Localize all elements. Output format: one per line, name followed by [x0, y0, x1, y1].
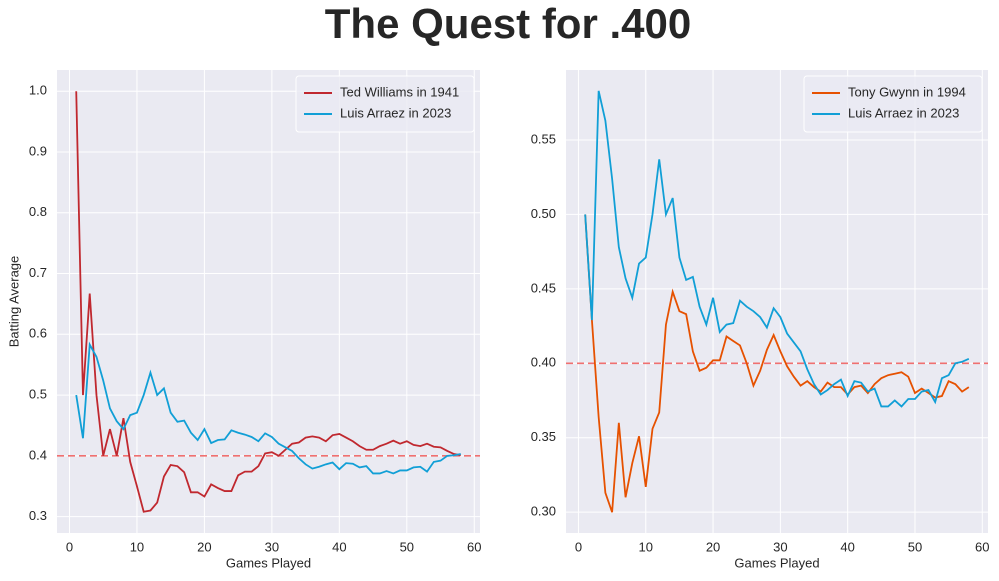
x-tick-label: 0	[66, 539, 73, 554]
legend-label: Luis Arraez in 2023	[848, 105, 959, 120]
y-tick-label: 0.45	[531, 280, 556, 295]
legend-box	[295, 75, 475, 133]
x-tick-label: 10	[130, 539, 144, 554]
y-tick-label: 0.55	[531, 131, 556, 146]
y-tick-label: 0.9	[29, 143, 47, 158]
x-tick-label: 20	[197, 539, 211, 554]
legend-label: Tony Gwynn in 1994	[848, 84, 966, 99]
x-tick-label: 40	[332, 539, 346, 554]
legend: Tony Gwynn in 1994 Luis Arraez in 2023	[803, 75, 983, 133]
y-tick-label: 0.4	[29, 447, 47, 462]
x-axis-label: Games Played	[734, 555, 819, 570]
x-tick-label: 50	[400, 539, 414, 554]
y-tick-label: 0.6	[29, 326, 47, 341]
y-tick-label: 0.7	[29, 265, 47, 280]
data-line	[584, 90, 970, 408]
legend-label: Ted Williams in 1941	[340, 84, 459, 99]
y-tick-label: 0.35	[531, 429, 556, 444]
y-axis-label: Batting Average	[6, 256, 21, 348]
data-line	[75, 341, 461, 475]
plot-area	[566, 70, 988, 533]
y-tick-label: 0.50	[531, 206, 556, 221]
x-tick-label: 50	[908, 539, 922, 554]
y-tick-label: 0.30	[531, 504, 556, 519]
x-tick-label: 60	[467, 539, 481, 554]
legend: Ted Williams in 1941 Luis Arraez in 2023	[295, 75, 475, 133]
data-line	[584, 214, 970, 513]
x-tick-label: 60	[975, 539, 989, 554]
x-tick-label: 20	[706, 539, 720, 554]
x-axis-label: Games Played	[226, 555, 311, 570]
x-tick-label: 40	[840, 539, 854, 554]
x-tick-label: 10	[639, 539, 653, 554]
legend-label: Luis Arraez in 2023	[340, 105, 451, 120]
x-tick-label: 30	[265, 539, 279, 554]
plot-area	[57, 70, 480, 533]
legend-box	[803, 75, 983, 133]
y-tick-label: 0.8	[29, 204, 47, 219]
y-tick-label: 1.0	[29, 83, 47, 98]
x-tick-label: 0	[575, 539, 582, 554]
y-tick-label: 0.3	[29, 508, 47, 523]
figure-title: The Quest for .400	[325, 0, 691, 47]
data-line	[75, 91, 461, 513]
y-tick-label: 0.5	[29, 387, 47, 402]
x-tick-label: 30	[773, 539, 787, 554]
y-tick-label: 0.40	[531, 355, 556, 370]
